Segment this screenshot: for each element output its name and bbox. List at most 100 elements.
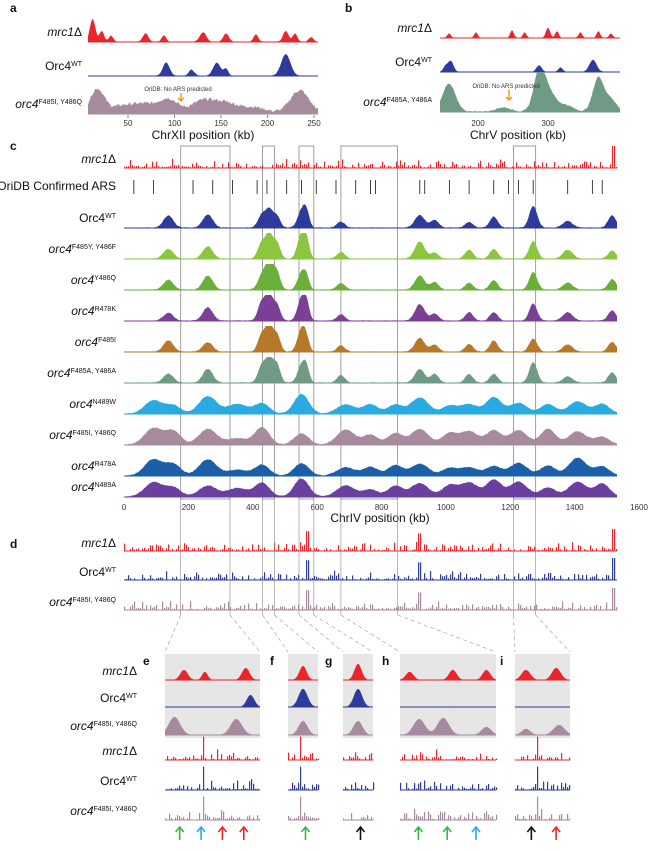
up-arrow-icon (526, 825, 536, 840)
profile-zoom-spiky-4-4-bar (543, 781, 545, 790)
profile-zoom-spiky-4-3-bar (535, 754, 537, 760)
profile-d-2-bar (450, 608, 452, 610)
profile-c-mrc1-bar (234, 167, 236, 168)
profile-zoom-spiky-3-5-bar (434, 819, 436, 820)
profile-c-mrc1-bar (480, 160, 482, 168)
profile-d-2-bar (348, 607, 350, 610)
profile-d-2-bar (558, 607, 560, 610)
profile-zoom-spiky-3-5-bar (404, 813, 406, 820)
profile-zoom-spiky-1-5-bar (296, 818, 298, 820)
track-label-sup: WT (105, 213, 117, 220)
profile-c-mrc1-bar (366, 166, 368, 168)
axis-title-c: ChrIV position (kb) (330, 511, 429, 525)
profile-d-0-bar (486, 549, 488, 551)
profile-zoom-spiky-2-5-bar (351, 813, 353, 820)
profile-d-1-bar (318, 577, 320, 580)
tick-label: 1000 (437, 503, 455, 512)
profile-d-2-bar (188, 609, 190, 610)
profile-zoom-spiky-0-5-bar (209, 817, 211, 820)
profile-zoom-spiky-4-4-bar (561, 782, 563, 790)
profile-d-2-bar (224, 603, 226, 610)
profile-d-2-bar (280, 606, 282, 610)
profile-d-0-bar (360, 549, 362, 551)
profile-d-2-bar (456, 608, 458, 610)
profile-d-2-bar (402, 606, 404, 610)
profile-d-1-bar (126, 578, 128, 580)
profile-c-mrc1-bar (382, 161, 384, 168)
profile-zoom-3-2 (400, 718, 496, 735)
profile-d-0-bar (302, 546, 304, 551)
profile-d-0-bar (488, 548, 490, 551)
profile-d-0-bar (606, 549, 608, 551)
profile-c-mrc1-bar (438, 160, 440, 168)
profile-d-1-bar (148, 578, 150, 580)
profile-d-1-bar (194, 576, 196, 580)
profile-d-1-bar (556, 579, 558, 580)
profile-zoom-spiky-0-4-bar (229, 788, 231, 790)
profile-d-0-bar (616, 549, 618, 551)
profile-c-mrc1-bar (364, 164, 366, 168)
profile-d-0-bar (246, 549, 248, 551)
profile-d-0-bar (344, 549, 346, 551)
profile-d-2-bar (366, 607, 368, 610)
profile-c-mrc1-bar (250, 167, 252, 168)
track-label-base: orc4 (363, 95, 387, 109)
profile-d-1-bar (342, 578, 344, 580)
profile-d-2-bar (384, 609, 386, 610)
profile-zoom-spiky-1-5-bar (306, 816, 308, 820)
profile-c-mrc1-bar (400, 160, 402, 168)
profile-zoom-spiky-2-5-bar (373, 819, 375, 820)
profile-d-1-bar (528, 574, 530, 580)
zoom-connector (164, 614, 181, 653)
track-label-sup: F485I, Y486Q (94, 721, 138, 728)
profile-a-0 (88, 19, 318, 42)
profile-zoom-spiky-3-5-bar (438, 815, 440, 820)
profile-zoom-spiky-3-4-bar (470, 787, 472, 790)
profile-zoom-spiky-3-3-bar (450, 759, 452, 760)
tick-label: 200 (182, 503, 196, 512)
profile-d-2-bar (520, 605, 522, 610)
profile-zoom-spiky-3-3-bar (488, 758, 490, 760)
profile-d-0-bar (340, 549, 342, 551)
profile-d-0-bar (552, 548, 554, 551)
profile-c-mrc1-bar (206, 165, 208, 168)
profile-d-0-bar (414, 549, 416, 551)
profile-c-mrc1-bar (454, 164, 456, 168)
profile-d-0-bar (336, 550, 338, 551)
profile-d-2-bar (168, 607, 170, 610)
tick-label: 1200 (501, 503, 519, 512)
track-label: orc4R478K (71, 304, 116, 318)
profile-d-2-bar (606, 602, 608, 610)
profile-d-0-bar (482, 547, 484, 551)
profile-zoom-spiky-4-3-bar (551, 757, 553, 760)
profile-d-2-bar (404, 602, 406, 610)
profile-zoom-spiky-2-3-bar (371, 753, 373, 760)
profile-d-2-bar (424, 609, 426, 610)
track-label-base: orc4 (71, 480, 95, 494)
panel-letter-zoom: i (500, 654, 503, 668)
profile-d-2-bar (214, 609, 216, 610)
profile-d-1-bar (602, 577, 604, 580)
profile-c-mrc1-bar (402, 164, 404, 168)
profile-a-2 (88, 88, 318, 114)
profile-zoom-spiky-2-5-bar (369, 818, 371, 820)
track-label-base: Orc4 (45, 59, 71, 73)
profile-zoom-spiky-3-3-bar (466, 759, 468, 760)
zoom-connector (340, 614, 401, 653)
profile-d-1-bar (130, 578, 132, 580)
profile-d-1-bar (354, 579, 356, 580)
profile-d-0-bar (424, 544, 426, 551)
profile-zoom-spiky-0-4-bar (221, 786, 223, 790)
profile-zoom-spiky-0-3-bar (167, 756, 169, 760)
profile-d-1-bar (608, 575, 610, 580)
profile-c-mrc1-bar (410, 167, 412, 168)
profile-c-3 (124, 264, 617, 290)
profile-d-0-bar (608, 548, 610, 551)
profile-d-1-bar (190, 577, 192, 580)
profile-zoom-spiky-0-4-bar (177, 787, 179, 790)
profile-c-8 (124, 426, 617, 445)
profile-zoom-spiky-1-3-bar (318, 758, 320, 760)
profile-zoom-spiky-4-3-bar (529, 759, 531, 760)
profile-d-1-bar (206, 578, 208, 580)
profile-d-0-bar (326, 548, 328, 551)
